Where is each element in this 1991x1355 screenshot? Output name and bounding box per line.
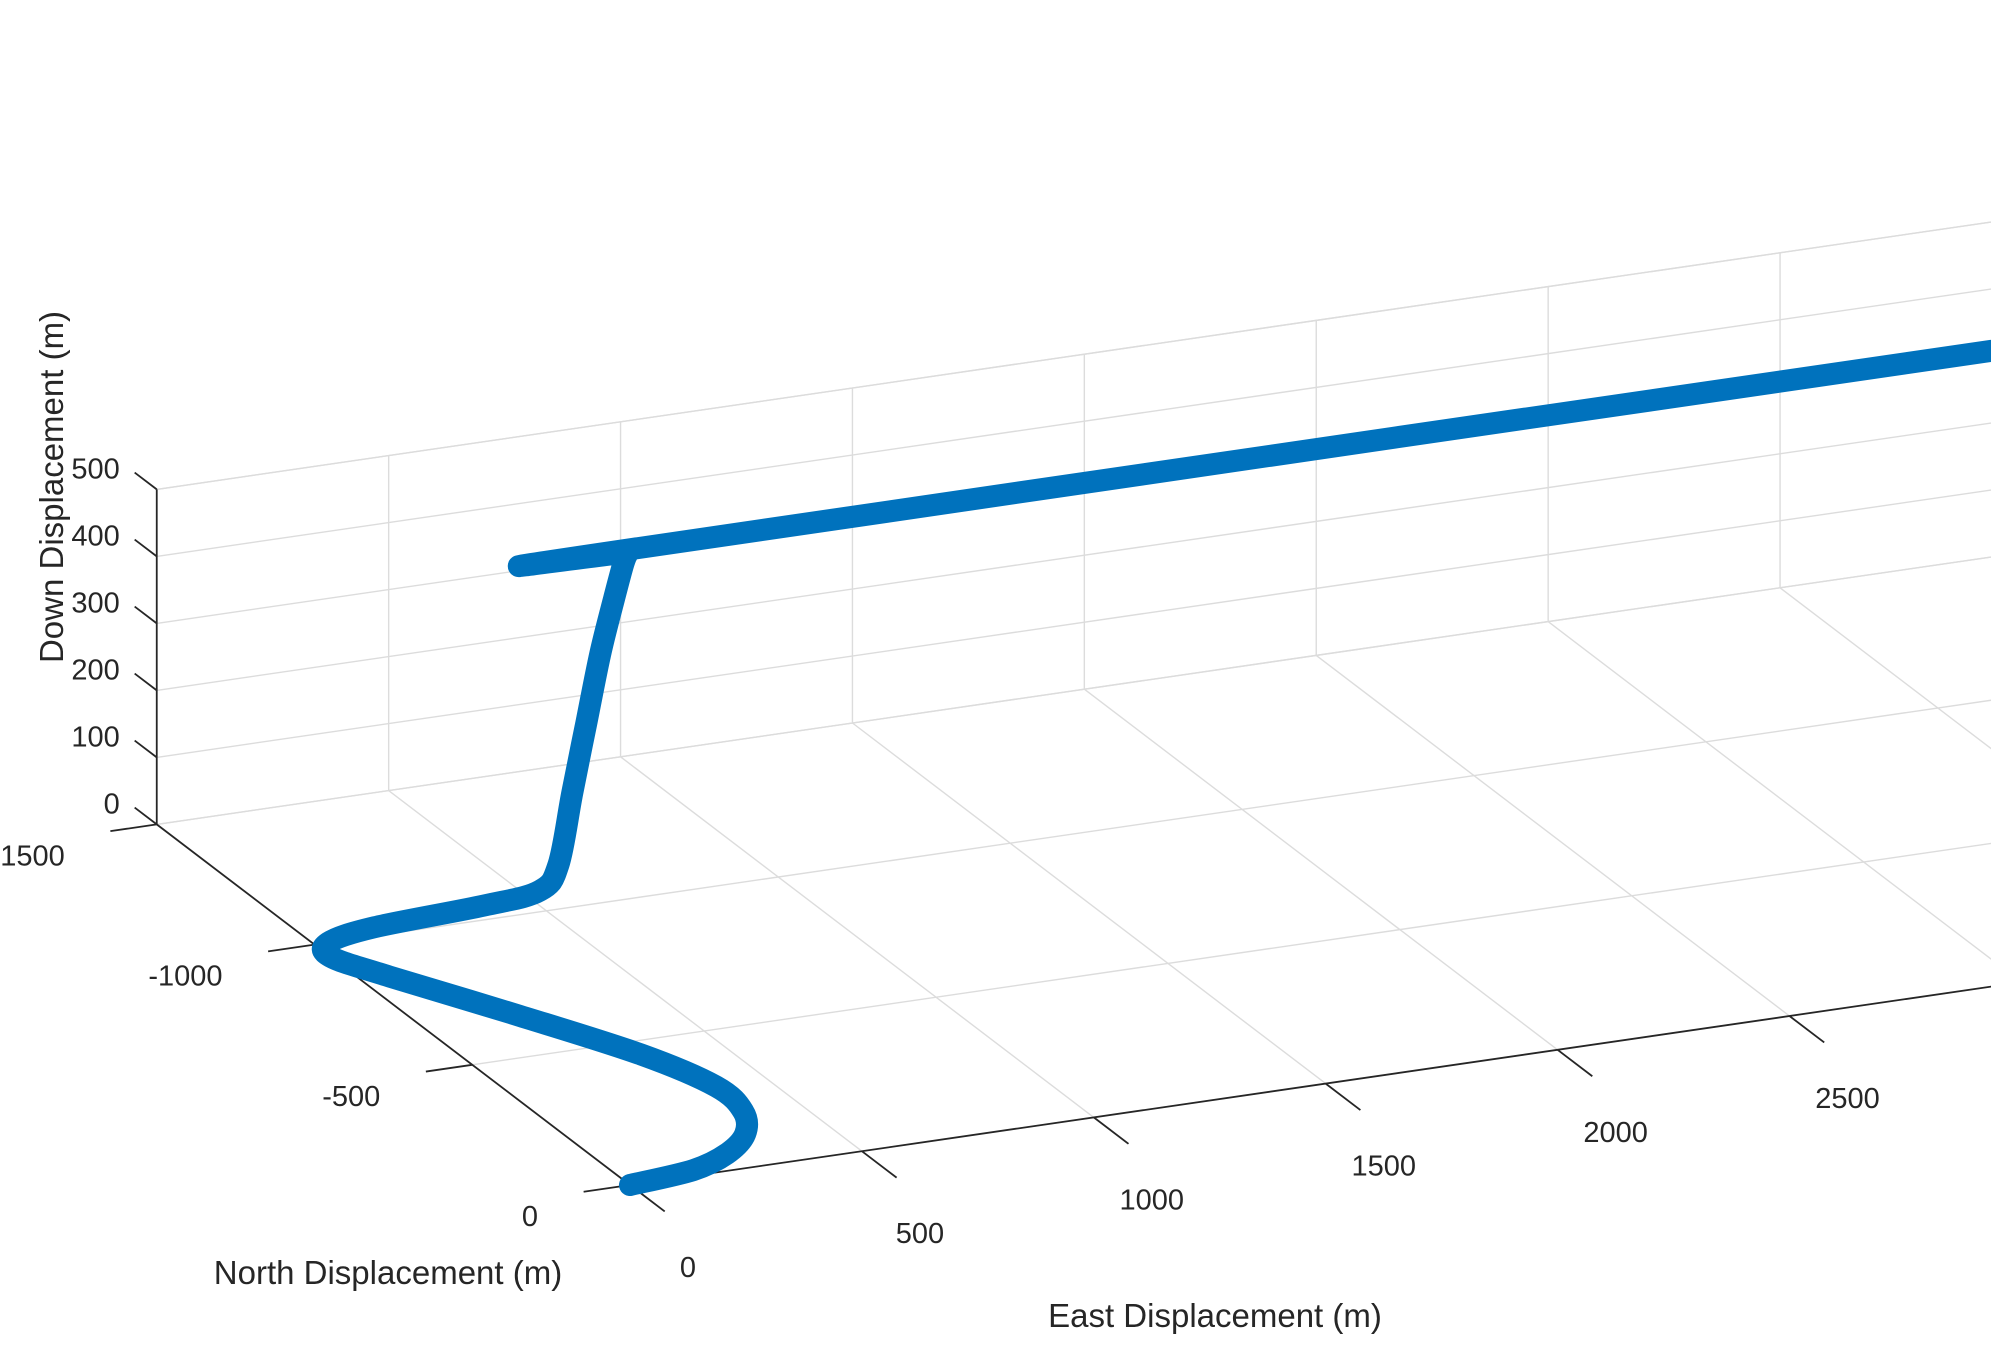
z-tick-label: 400 [71, 520, 119, 552]
axes [110, 471, 1991, 1213]
y-axis-label: North Displacement (m) [214, 1254, 562, 1291]
z-axis-label: Down Displacement (m) [33, 311, 70, 663]
x-tick-label: 2000 [1583, 1117, 1648, 1149]
x-tick [1788, 1015, 1825, 1044]
y-tick-label: 0 [522, 1201, 538, 1233]
y-tick-label: -500 [322, 1081, 380, 1113]
x-tick [1557, 1049, 1593, 1077]
x-tick [1325, 1082, 1361, 1111]
x-tick [1093, 1116, 1130, 1145]
x-tick-label: 1500 [1351, 1151, 1416, 1183]
grid-line-x-floor [1315, 654, 1790, 1017]
z-tick [134, 739, 158, 759]
x-tick-label: 0 [680, 1252, 696, 1284]
grid-line-y-floor [314, 699, 1991, 946]
grid-line-y-floor [629, 985, 1991, 1186]
z-tick [134, 672, 158, 692]
grid-line-x-floor [852, 722, 1327, 1085]
x-axis-line [629, 985, 1991, 1186]
grid-line-x-floor [388, 790, 863, 1152]
grid [156, 221, 1991, 1186]
z-tick-label: 300 [71, 587, 119, 619]
z-tick-label: 100 [71, 721, 119, 753]
x-tick-label: 500 [896, 1218, 944, 1250]
grid-line-x-floor [1083, 688, 1559, 1051]
data-layer [311, 339, 1991, 1196]
grid-line-z-back [156, 489, 1991, 759]
grid-line-x-floor [1779, 587, 1991, 750]
x-tick [861, 1150, 898, 1179]
y-tick [267, 943, 315, 953]
z-tick [134, 806, 158, 826]
grid-line-z-back [156, 422, 1991, 692]
z-tick-label: 500 [71, 453, 119, 485]
z-tick [134, 605, 158, 625]
y-tick-label: -1000 [148, 961, 222, 993]
tick-labels: 05001000150020002500300035004000-1500-10… [0, 453, 1880, 1284]
y-tick [425, 1063, 473, 1073]
grid-line-x-floor [620, 756, 1095, 1118]
grid-line-y-floor [472, 842, 1991, 1066]
z-tick [134, 538, 158, 558]
y-axis-line [156, 823, 631, 1186]
box-edge [156, 221, 1991, 491]
y-tick [110, 823, 157, 833]
x-tick-label: 1000 [1120, 1184, 1185, 1216]
grid-line-z-back [156, 556, 1991, 826]
x-axis-label: East Displacement (m) [1048, 1297, 1382, 1334]
grid-line-x-floor [1547, 621, 1991, 960]
z-tick [134, 471, 158, 491]
grid-line-z-back [156, 288, 1991, 558]
y-tick-label: -1500 [0, 840, 65, 872]
trajectory-line [311, 339, 1991, 1196]
z-tick-label: 200 [71, 654, 119, 686]
x-tick-label: 2500 [1815, 1083, 1880, 1115]
z-tick-label: 0 [104, 788, 120, 820]
